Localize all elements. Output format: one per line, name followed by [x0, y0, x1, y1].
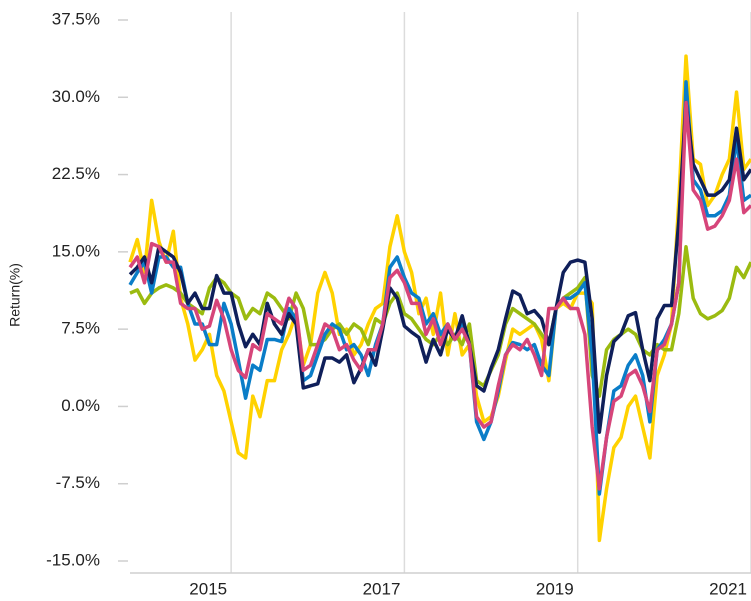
y-tick-label: 30.0% [52, 87, 100, 106]
y-axis-label: Return(%) [7, 263, 23, 327]
x-tick-label: 2021 [709, 579, 747, 598]
x-tick-label: 2015 [189, 579, 227, 598]
y-tick-label: 0.0% [61, 396, 100, 415]
x-tick-label: 2019 [536, 579, 574, 598]
x-tick-label: 2017 [363, 579, 401, 598]
series-line [128, 54, 751, 543]
series-line [128, 100, 751, 434]
y-tick-label: 22.5% [52, 164, 100, 183]
y-tick-label: 15.0% [52, 241, 100, 260]
series-line [128, 100, 751, 491]
y-tick-label: 37.5% [52, 9, 100, 28]
y-tick-label: 7.5% [61, 319, 100, 338]
y-tick-label: -7.5% [56, 473, 100, 492]
y-tick-label: -15.0% [46, 550, 100, 569]
